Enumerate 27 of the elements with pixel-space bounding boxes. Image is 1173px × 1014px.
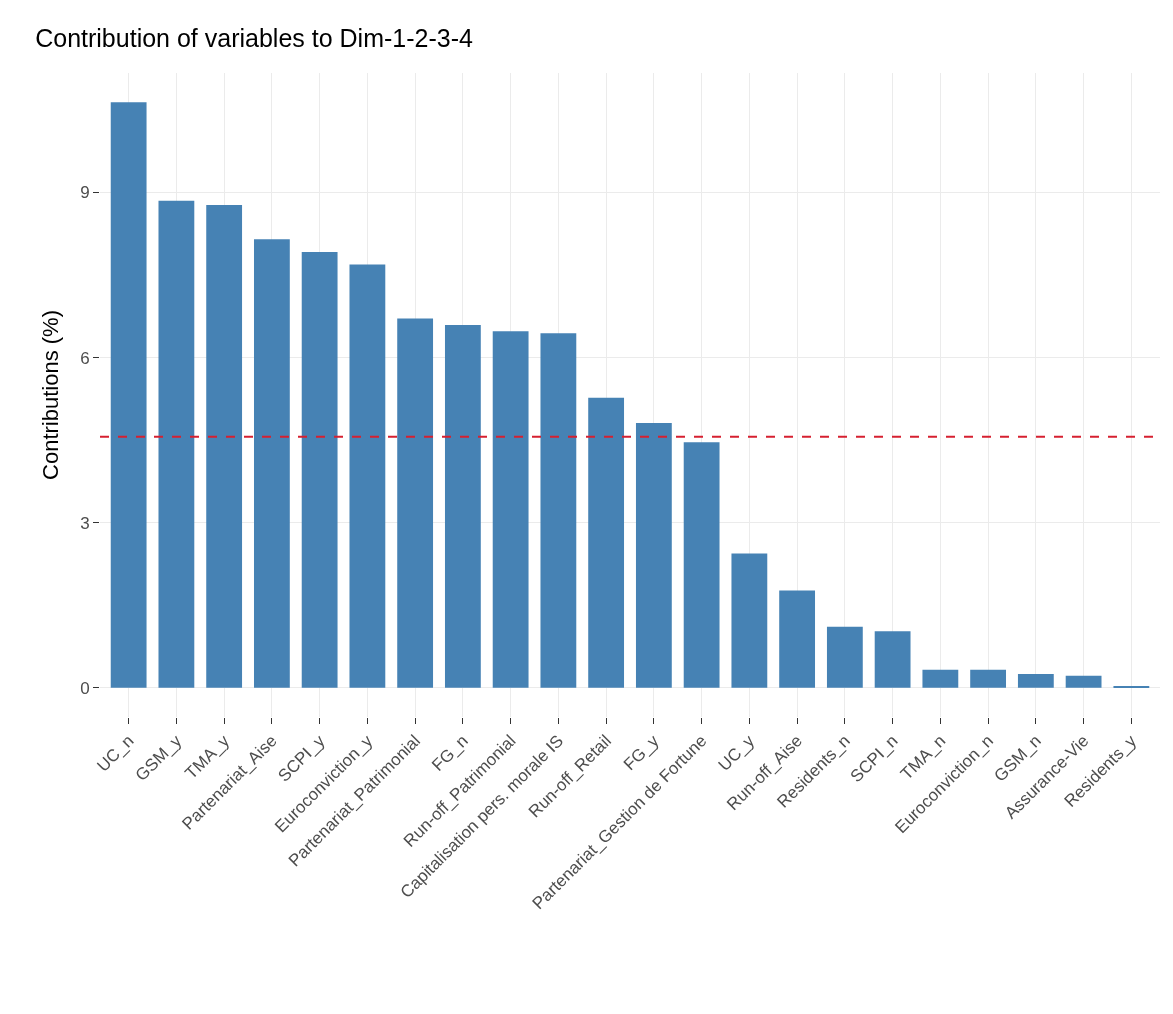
bar [874, 631, 911, 688]
y-axis-title: Contributions (%) [37, 310, 63, 480]
bar [158, 200, 195, 688]
bar [731, 553, 768, 688]
bar [635, 423, 672, 688]
bar [588, 397, 625, 688]
bar [444, 325, 481, 688]
y-tick-label: 3 [80, 513, 90, 533]
y-tick-label: 0 [80, 678, 90, 698]
bar [826, 626, 863, 688]
bar [683, 442, 720, 688]
chart-title: Contribution of variables to Dim-1-2-3-4 [35, 24, 473, 53]
bar [1017, 674, 1054, 688]
bar [970, 669, 1007, 688]
bar [206, 205, 243, 688]
bar [922, 669, 959, 688]
bar [301, 251, 338, 688]
bar [540, 333, 577, 688]
bar [1065, 675, 1102, 688]
bar [349, 264, 386, 688]
bar [253, 239, 290, 688]
bar [110, 102, 147, 688]
bar [397, 318, 434, 688]
y-tick-label: 9 [80, 183, 90, 203]
bar [779, 590, 816, 688]
bar [492, 331, 529, 688]
y-tick-label: 6 [80, 348, 90, 368]
